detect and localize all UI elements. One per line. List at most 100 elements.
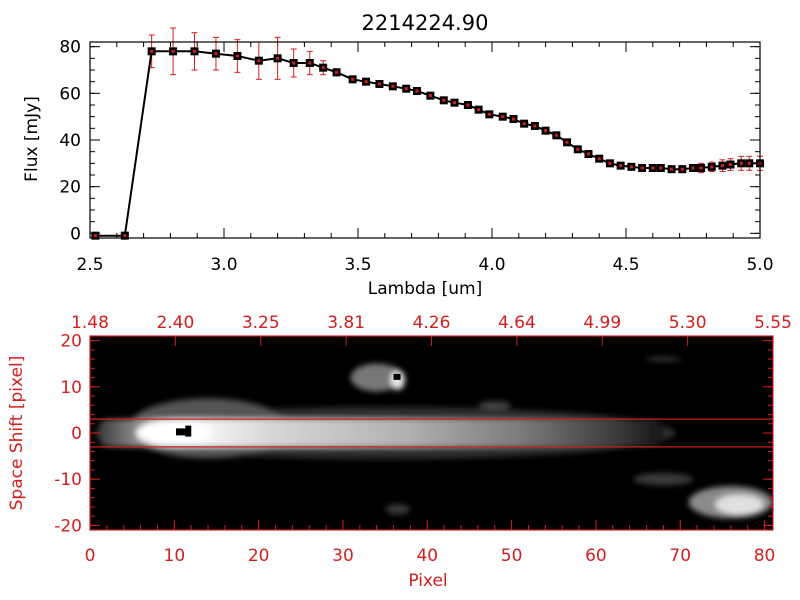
spectrum-x-axis-label: Lambda [um] (368, 279, 482, 299)
image-top-tick-label: 4.99 (583, 313, 621, 333)
spectrum-data-point-center (739, 161, 743, 165)
bad-pixel (185, 425, 192, 437)
spectrum-panel: 2214224.90 2.5 3.0 3.5 4.0 4.5 5.0 0 20 40 60 80 L… (22, 11, 774, 299)
image-top-tick-label: 5.30 (669, 313, 707, 333)
spectrum-plot-area: 2.5 3.0 3.5 4.0 4.5 5.0 0 20 40 60 80 (59, 27, 774, 275)
image-x-tick-label: 60 (585, 546, 607, 566)
spectrum-data-point-center (351, 77, 355, 81)
bad-pixel (176, 428, 191, 436)
source-upper (350, 363, 403, 392)
spectrum-data-point-center (335, 70, 339, 74)
image-top-tick-label: 4.26 (413, 313, 451, 333)
spectrum-data-point-center (415, 89, 419, 93)
spectrum-data-point-center (699, 166, 703, 170)
spectrum-data-point-center (377, 82, 381, 86)
image-panel: 0 10 20 30 40 50 60 70 80 1.48 2.40 3.25 3.81 4.26 4.6… (7, 313, 792, 591)
image-glow-layer (95, 357, 773, 519)
spectrum-data-point-center (576, 147, 580, 151)
spectrum-x-tick-label: 5.0 (746, 255, 773, 275)
image-top-tick-label: 4.64 (498, 313, 536, 333)
spectrum-data-point-center (123, 234, 127, 238)
spectrum-data-point-center (747, 161, 751, 165)
spectrum-data-point-center (171, 49, 175, 53)
image-x-tick-label: 40 (416, 546, 438, 566)
spectrum-data-point-center (533, 124, 537, 128)
source-lower-right-core (715, 494, 764, 515)
spectrum-data-point-center (428, 94, 432, 98)
image-top-tick-label: 5.55 (754, 313, 792, 333)
spectrum-data-point-center (193, 49, 197, 53)
spectrum-x-tick-label: 3.5 (344, 255, 371, 275)
spectrum-x-tick-label: 3.0 (210, 255, 237, 275)
spectrum-data-point-center (729, 163, 733, 166)
bad-pixel (393, 373, 401, 380)
spectrum-data-point-center (544, 129, 548, 133)
image-y-tick-label: -20 (54, 516, 82, 536)
image-x-tick-label: 70 (669, 546, 691, 566)
spectrum-data-point-center (659, 166, 663, 170)
spectrum-data-point-center (93, 234, 97, 238)
image-x-tick-label: 10 (164, 546, 186, 566)
spectrum-data-point-center (276, 56, 280, 60)
image-y-tick-label: -10 (54, 470, 82, 490)
spectrum-data-point-center (477, 108, 481, 112)
spectrum-data-point-center (691, 166, 695, 170)
image-x-tick-label: 20 (248, 546, 270, 566)
trace-band (98, 419, 664, 447)
spectrum-data-point-center (364, 80, 368, 84)
image-top-tick-label: 3.81 (327, 313, 365, 333)
spectrum-data-point-center (619, 164, 623, 168)
spectrum-data-point-center (321, 66, 325, 70)
spectrum-data-point-center (257, 59, 261, 63)
spectrum-data-point-center (452, 101, 456, 105)
image-plot-area: 0 10 20 30 40 50 60 70 80 1.48 2.40 3.25 3.81 4.26 4.6… (54, 313, 792, 566)
spectrum-y-tick-label: 60 (59, 84, 81, 104)
spectrum-data-point-center (554, 133, 558, 137)
spectrum-data-point-center (608, 161, 612, 165)
image-x-axis-label: Pixel (408, 571, 447, 591)
faint-patch-right (633, 473, 694, 486)
image-x-tick-label: 0 (85, 546, 96, 566)
spectrum-data-point-center (292, 61, 296, 65)
spectrum-data-point-center (670, 167, 674, 171)
spectral-image (90, 336, 773, 530)
spectrum-y-tick-label: 80 (59, 38, 81, 58)
source-upper-core (390, 369, 405, 390)
spectrum-x-tick-label: 4.0 (478, 255, 505, 275)
spectrum-data-point-center (466, 103, 470, 107)
spectrum-data-point-center (442, 98, 446, 102)
spectrum-y-axis-label: Flux [mJy] (22, 96, 42, 182)
spectrum-data-point-center (720, 164, 724, 168)
spectrum-frame (89, 41, 761, 239)
spectrum-data-point-center (522, 122, 526, 126)
spectrum-data-point-center (308, 61, 312, 65)
image-top-tick-label: 2.40 (156, 313, 194, 333)
faint-patch-mid (478, 401, 511, 410)
spectrum-data-point-center (391, 84, 395, 88)
spectrum-data-point-center (235, 54, 239, 58)
spectrum-y-tick-label: 40 (59, 131, 81, 151)
image-x-tick-label: 50 (501, 546, 523, 566)
image-y-tick-label: 20 (60, 332, 82, 352)
spectrum-data-point-center (404, 87, 408, 91)
spectrum-x-tick-label: 4.5 (612, 255, 639, 275)
image-y-tick-label: 0 (71, 424, 82, 444)
image-y-axis-label: Space Shift [pixel] (7, 356, 27, 511)
spectrum-data-point-center (586, 152, 590, 156)
spectrum-data-point-center (710, 165, 714, 169)
faint-patch-top (645, 357, 682, 362)
image-top-tick-label: 3.25 (242, 313, 280, 333)
spectrum-data-point-center (150, 49, 154, 53)
spectrum-data-point-center (565, 140, 569, 144)
spectrum-data-point-center (501, 115, 505, 119)
spectrum-data-point-center (680, 167, 684, 171)
image-top-tick-label: 1.48 (71, 313, 109, 333)
spectrum-data-point-center (640, 166, 644, 170)
faint-patch-bottom (385, 504, 410, 515)
spectrum-data-point-center (629, 165, 633, 169)
image-y-tick-label: 10 (60, 378, 82, 398)
spectrum-y-tick-label: 0 (70, 224, 81, 244)
spectrum-line (95, 50, 760, 237)
spectrum-data-point-center (597, 157, 601, 161)
